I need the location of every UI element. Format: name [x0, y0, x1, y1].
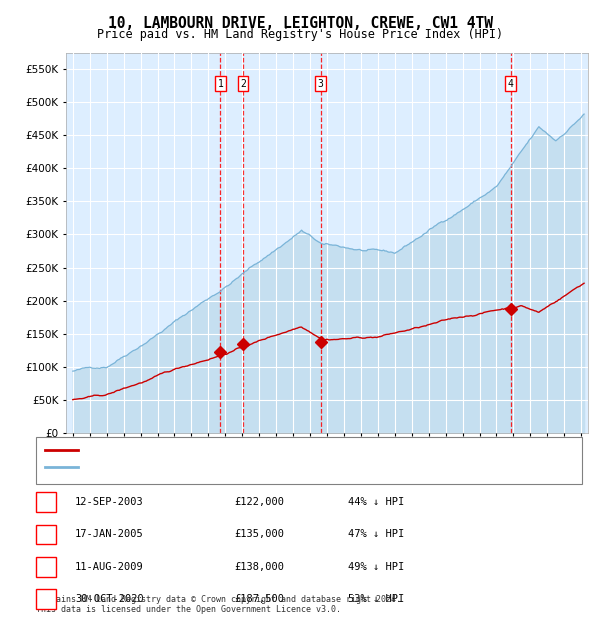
Text: 1: 1 [43, 497, 49, 507]
Text: 30-OCT-2020: 30-OCT-2020 [75, 594, 144, 604]
Text: 49% ↓ HPI: 49% ↓ HPI [348, 562, 404, 572]
Text: 4: 4 [508, 79, 514, 89]
Text: HPI: Average price, detached house, Cheshire East: HPI: Average price, detached house, Ches… [85, 462, 373, 472]
Text: 11-AUG-2009: 11-AUG-2009 [75, 562, 144, 572]
Text: 2: 2 [43, 529, 49, 539]
Text: 53% ↓ HPI: 53% ↓ HPI [348, 594, 404, 604]
Text: 2: 2 [240, 79, 246, 89]
Text: 10, LAMBOURN DRIVE, LEIGHTON, CREWE, CW1 4TW: 10, LAMBOURN DRIVE, LEIGHTON, CREWE, CW1… [107, 16, 493, 30]
Text: 3: 3 [43, 562, 49, 572]
Text: £135,000: £135,000 [234, 529, 284, 539]
Text: 44% ↓ HPI: 44% ↓ HPI [348, 497, 404, 507]
Text: 17-JAN-2005: 17-JAN-2005 [75, 529, 144, 539]
Text: 4: 4 [43, 594, 49, 604]
Text: Contains HM Land Registry data © Crown copyright and database right 2024.: Contains HM Land Registry data © Crown c… [36, 595, 401, 604]
Text: £138,000: £138,000 [234, 562, 284, 572]
Text: 47% ↓ HPI: 47% ↓ HPI [348, 529, 404, 539]
Text: £187,500: £187,500 [234, 594, 284, 604]
Text: This data is licensed under the Open Government Licence v3.0.: This data is licensed under the Open Gov… [36, 604, 341, 614]
Text: 1: 1 [217, 79, 223, 89]
Text: 12-SEP-2003: 12-SEP-2003 [75, 497, 144, 507]
Text: 3: 3 [317, 79, 323, 89]
Text: Price paid vs. HM Land Registry's House Price Index (HPI): Price paid vs. HM Land Registry's House … [97, 28, 503, 41]
Text: £122,000: £122,000 [234, 497, 284, 507]
Text: 10, LAMBOURN DRIVE, LEIGHTON, CREWE, CW1 4TW (detached house): 10, LAMBOURN DRIVE, LEIGHTON, CREWE, CW1… [85, 445, 443, 454]
